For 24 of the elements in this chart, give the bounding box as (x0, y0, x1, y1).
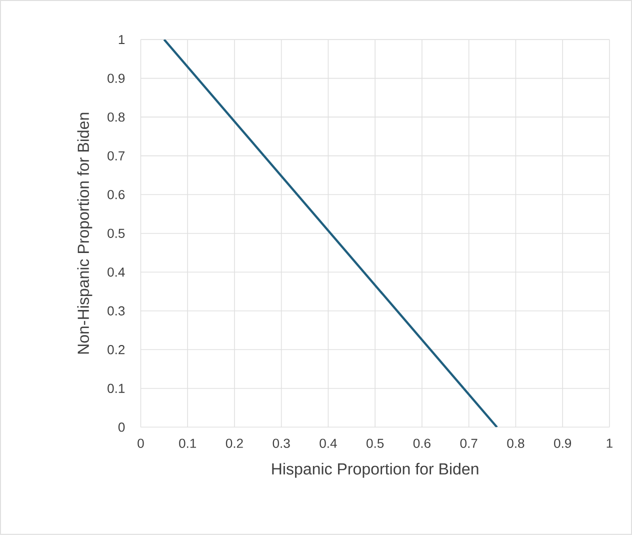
x-tick-label: 0.3 (272, 438, 290, 448)
x-tick-label: 0 (138, 438, 144, 448)
x-tick-label: 0.7 (460, 438, 478, 448)
x-tick-label: 0.9 (554, 438, 572, 448)
y-tick-label: 0.7 (108, 151, 125, 161)
y-tick-label: 0.8 (108, 112, 125, 122)
x-tick-label: 0.8 (507, 438, 524, 448)
x-tick-label: 0.5 (366, 438, 384, 448)
y-tick-label: 0.2 (108, 345, 125, 354)
y-tick-label: 0.9 (108, 74, 125, 83)
x-axis-title: Hispanic Proportion for Biden (272, 462, 478, 478)
y-tick-label: 1 (118, 35, 125, 44)
y-axis-title: Non-Hispanic Proportion for Biden (77, 112, 92, 354)
y-tick-label: 0.4 (108, 268, 125, 277)
y-tick-label: 0.1 (108, 384, 125, 394)
y-tick-label: 0.5 (108, 228, 125, 238)
x-tick-label: 1 (606, 438, 612, 448)
y-tick-label: 0.6 (108, 190, 125, 200)
x-tick-label: 0.4 (320, 438, 337, 448)
x-tick-label: 0.2 (226, 438, 243, 448)
y-tick-label: 0 (118, 422, 125, 432)
x-tick-label: 0.1 (179, 438, 196, 448)
x-tick-label: 0.6 (413, 438, 430, 448)
y-tick-label: 0.3 (108, 306, 125, 316)
